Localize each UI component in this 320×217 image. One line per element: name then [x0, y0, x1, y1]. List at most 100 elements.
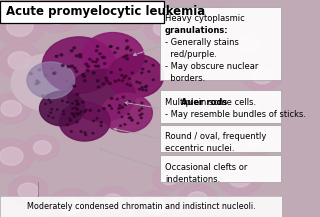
Circle shape [109, 105, 111, 107]
Circle shape [228, 93, 268, 124]
Circle shape [141, 87, 143, 88]
Circle shape [0, 93, 31, 124]
Circle shape [8, 176, 48, 206]
Circle shape [110, 71, 112, 73]
Circle shape [29, 73, 32, 75]
Circle shape [101, 93, 152, 132]
Circle shape [48, 99, 50, 100]
Circle shape [84, 111, 86, 112]
Circle shape [114, 80, 117, 82]
Text: Round / oval, frequently: Round / oval, frequently [165, 132, 266, 141]
Circle shape [35, 83, 38, 85]
Circle shape [67, 66, 70, 68]
Circle shape [121, 74, 123, 76]
Circle shape [96, 80, 99, 82]
Circle shape [75, 107, 76, 108]
Circle shape [55, 55, 58, 57]
Circle shape [80, 131, 82, 132]
Circle shape [228, 169, 252, 187]
Circle shape [79, 56, 82, 58]
Circle shape [128, 113, 130, 115]
Circle shape [69, 118, 71, 119]
Circle shape [45, 6, 68, 24]
Circle shape [11, 54, 85, 111]
Circle shape [76, 121, 78, 123]
Circle shape [152, 165, 186, 191]
Text: Moderately condensed chromatin and indistinct nucleoli.: Moderately condensed chromatin and indis… [27, 202, 255, 211]
Circle shape [85, 63, 88, 65]
Circle shape [25, 135, 59, 161]
Circle shape [70, 131, 72, 132]
Circle shape [236, 34, 260, 53]
Circle shape [122, 96, 124, 98]
Circle shape [108, 105, 110, 106]
Circle shape [116, 98, 118, 100]
Text: Heavy cytoplasmic: Heavy cytoplasmic [165, 14, 244, 23]
Circle shape [86, 69, 89, 72]
Circle shape [85, 134, 87, 136]
Circle shape [118, 107, 120, 109]
Circle shape [153, 20, 174, 36]
Circle shape [110, 97, 113, 99]
Circle shape [130, 49, 132, 51]
Circle shape [62, 100, 63, 102]
Circle shape [61, 64, 64, 67]
Text: borders.: borders. [165, 74, 205, 83]
Circle shape [67, 102, 68, 103]
Circle shape [145, 61, 147, 62]
Circle shape [51, 67, 53, 70]
Circle shape [110, 46, 112, 47]
Circle shape [18, 183, 38, 199]
Circle shape [75, 70, 78, 72]
Circle shape [71, 65, 73, 67]
Circle shape [126, 40, 128, 42]
Circle shape [100, 125, 102, 127]
Circle shape [92, 61, 94, 62]
Circle shape [76, 104, 79, 105]
Circle shape [72, 108, 73, 109]
Circle shape [127, 46, 129, 48]
Circle shape [80, 111, 82, 112]
Circle shape [1, 101, 21, 116]
Circle shape [105, 77, 108, 79]
FancyBboxPatch shape [0, 1, 164, 23]
Circle shape [75, 100, 78, 102]
Circle shape [107, 0, 147, 30]
Circle shape [141, 108, 143, 109]
Circle shape [124, 124, 126, 125]
Circle shape [92, 120, 94, 122]
Circle shape [135, 191, 175, 217]
Circle shape [93, 187, 132, 217]
Text: - May obscure nuclear: - May obscure nuclear [165, 62, 258, 71]
Circle shape [42, 37, 116, 93]
Circle shape [109, 82, 111, 84]
Circle shape [46, 95, 50, 97]
Circle shape [60, 54, 63, 56]
Circle shape [38, 69, 41, 71]
Circle shape [142, 68, 144, 70]
Circle shape [119, 125, 121, 127]
Circle shape [121, 116, 123, 118]
Circle shape [210, 14, 230, 30]
Circle shape [70, 50, 73, 52]
Circle shape [103, 56, 106, 58]
Circle shape [50, 102, 52, 103]
Circle shape [8, 52, 31, 70]
Circle shape [152, 64, 154, 66]
Circle shape [85, 109, 87, 111]
Circle shape [142, 89, 144, 91]
Circle shape [34, 141, 51, 154]
Circle shape [59, 102, 110, 141]
Circle shape [125, 75, 127, 77]
Circle shape [73, 47, 76, 49]
Circle shape [123, 77, 125, 78]
Circle shape [144, 86, 147, 88]
Circle shape [79, 53, 82, 56]
Circle shape [48, 189, 93, 217]
FancyBboxPatch shape [160, 155, 281, 182]
Circle shape [187, 192, 208, 207]
Circle shape [73, 67, 76, 69]
Text: granulations:: granulations: [165, 26, 228, 35]
Circle shape [139, 114, 141, 116]
Circle shape [77, 103, 79, 105]
